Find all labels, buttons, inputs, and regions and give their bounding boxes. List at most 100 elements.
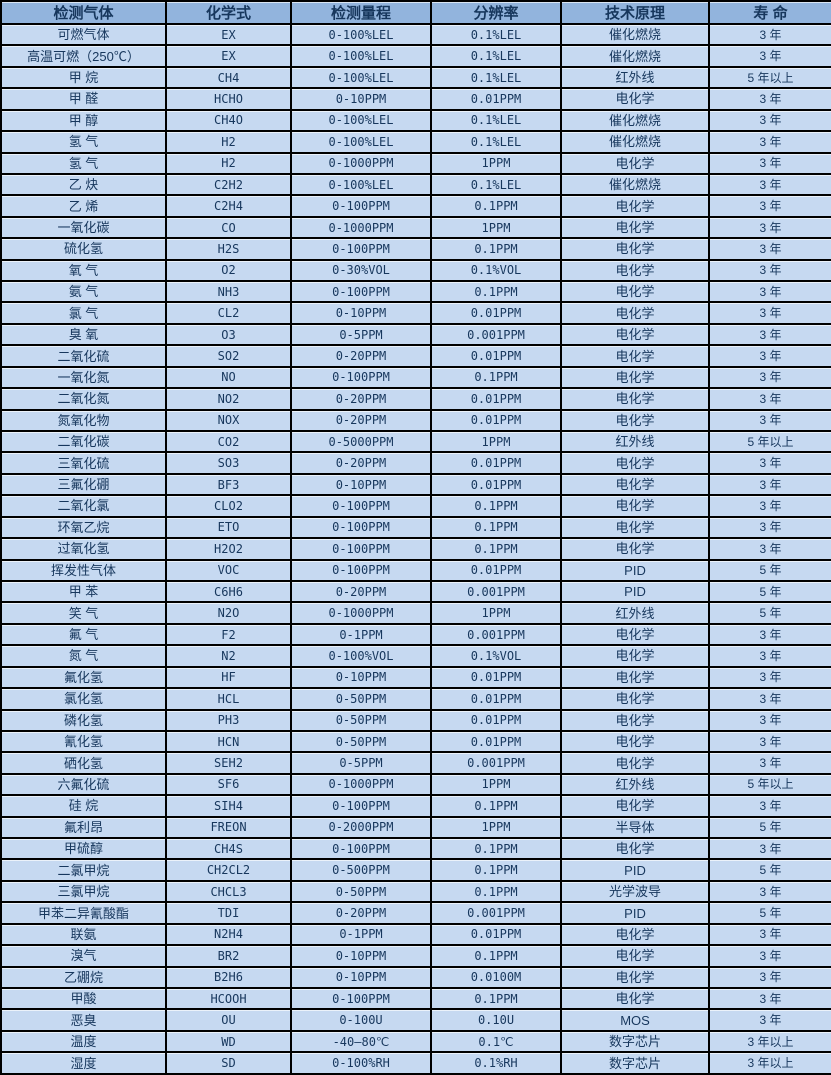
- table-body: 可燃气体 EX 0-100%LEL 0.1%LEL 催化燃烧 3 年高温可燃（250℃） E…: [0, 22, 831, 1075]
- table-row: 一氧化碳 CO 0-1000PPM 1PPM 电化学 3 年: [0, 215, 831, 240]
- detection-range: 0-20PPM: [290, 387, 432, 411]
- lifespan: 3 年: [708, 258, 831, 283]
- detection-range: 0-20PPM: [290, 579, 432, 604]
- resolution: 0.01PPM: [430, 687, 562, 711]
- detection-range: 0-100PPM: [290, 237, 432, 261]
- technology: 电化学: [560, 794, 710, 818]
- gas-name: 二氧化氮: [0, 387, 167, 411]
- resolution: 1PPM: [430, 429, 562, 454]
- resolution: 0.1PPM: [430, 837, 562, 861]
- resolution: 0.01PPM: [430, 451, 562, 475]
- technology: 电化学: [560, 837, 710, 861]
- gas-name: 乙硼烷: [0, 965, 167, 990]
- lifespan: 3 年: [708, 622, 831, 647]
- technology: 电化学: [560, 622, 710, 647]
- lifespan: 3 年: [708, 22, 831, 47]
- table-row: 甲 烷 CH4 0-100%LEL 0.1%LEL 红外线 5 年以上: [0, 65, 831, 90]
- gas-name: 二氧化碳: [0, 429, 167, 454]
- table-row: 三氧化硫 SO3 0-20PPM 0.01PPM 电化学 3 年: [0, 451, 831, 475]
- chemical-formula: HF: [165, 665, 292, 690]
- resolution: 0.001PPM: [430, 751, 562, 775]
- detection-range: 0-2000PPM: [290, 815, 432, 840]
- gas-name: 氢 气: [0, 130, 167, 154]
- technology: 电化学: [560, 151, 710, 175]
- chemical-formula: N2O: [165, 601, 292, 625]
- resolution: 0.1%LEL: [430, 65, 562, 90]
- chemical-formula: NOX: [165, 408, 292, 433]
- table-row: 氟 气 F2 0-1PPM 0.001PPM 电化学 3 年: [0, 622, 831, 647]
- chemical-formula: SD: [165, 1051, 292, 1075]
- gas-name: 高温可燃（250℃）: [0, 44, 167, 68]
- detection-range: 0-20PPM: [290, 408, 432, 433]
- detection-range: 0-100PPM: [290, 837, 432, 861]
- column-header-gas-name: 检测气体: [0, 0, 167, 25]
- lifespan: 3 年: [708, 472, 831, 497]
- technology: 催化燃烧: [560, 172, 710, 197]
- lifespan: 3 年: [708, 237, 831, 261]
- resolution: 1PPM: [430, 772, 562, 797]
- chemical-formula: HCHO: [165, 87, 292, 111]
- table-row: 二氧化碳 CO2 0-5000PPM 1PPM 红外线 5 年以上: [0, 429, 831, 454]
- technology: 数字芯片: [560, 1029, 710, 1054]
- chemical-formula: SO3: [165, 451, 292, 475]
- table-row: 湿度 SD 0-100%RH 0.1%RH 数字芯片 3 年以上: [0, 1051, 831, 1075]
- detection-range: 0-1PPM: [290, 622, 432, 647]
- technology: 数字芯片: [560, 1051, 710, 1075]
- table-row: 乙硼烷 B2H6 0-10PPM 0.0100M 电化学 3 年: [0, 965, 831, 990]
- table-row: 氟利昂 FREON 0-2000PPM 1PPM 半导体 5 年: [0, 815, 831, 840]
- technology: 电化学: [560, 494, 710, 518]
- lifespan: 3 年: [708, 87, 831, 111]
- chemical-formula: BF3: [165, 472, 292, 497]
- table-row: 甲 醛 HCHO 0-10PPM 0.01PPM 电化学 3 年: [0, 87, 831, 111]
- table-row: 乙 炔 C2H2 0-100%LEL 0.1%LEL 催化燃烧 3 年: [0, 172, 831, 197]
- technology: 电化学: [560, 215, 710, 240]
- chemical-formula: HCN: [165, 729, 292, 754]
- table-row: 恶臭 OU 0-100U 0.10U MOS 3 年: [0, 1008, 831, 1032]
- table-row: 氨 气 NH3 0-100PPM 0.1PPM 电化学 3 年: [0, 280, 831, 304]
- detection-range: 0-5000PPM: [290, 429, 432, 454]
- detection-range: 0-100%LEL: [290, 44, 432, 68]
- chemical-formula: ETO: [165, 515, 292, 540]
- chemical-formula: SO2: [165, 344, 292, 368]
- table-row: 二氧化氯 CLO2 0-100PPM 0.1PPM 电化学 3 年: [0, 494, 831, 518]
- column-header-detection-range: 检测量程: [290, 0, 432, 25]
- table-row: 二氧化氮 NO2 0-20PPM 0.01PPM 电化学 3 年: [0, 387, 831, 411]
- table-row: 环氧乙烷 ETO 0-100PPM 0.1PPM 电化学 3 年: [0, 515, 831, 540]
- lifespan: 3 年: [708, 729, 831, 754]
- table-row: 挥发性气体 VOC 0-100PPM 0.01PPM PID 5 年: [0, 558, 831, 582]
- resolution: 0.01PPM: [430, 558, 562, 582]
- detection-range: 0-100%RH: [290, 1051, 432, 1075]
- lifespan: 3 年: [708, 387, 831, 411]
- detection-range: 0-30%VOL: [290, 258, 432, 283]
- chemical-formula: HCL: [165, 687, 292, 711]
- lifespan: 3 年: [708, 280, 831, 304]
- resolution: 1PPM: [430, 151, 562, 175]
- gas-name: 二氧化硫: [0, 344, 167, 368]
- technology: 电化学: [560, 965, 710, 990]
- resolution: 1PPM: [430, 815, 562, 840]
- resolution: 0.1PPM: [430, 494, 562, 518]
- gas-name: 三氯甲烷: [0, 879, 167, 904]
- detection-range: 0-100PPM: [290, 494, 432, 518]
- chemical-formula: VOC: [165, 558, 292, 582]
- technology: 电化学: [560, 986, 710, 1011]
- detection-range: 0-1PPM: [290, 922, 432, 947]
- technology: 电化学: [560, 387, 710, 411]
- lifespan: 5 年以上: [708, 772, 831, 797]
- detection-range: 0-10PPM: [290, 965, 432, 990]
- table-row: 甲酸 HCOOH 0-100PPM 0.1PPM 电化学 3 年: [0, 986, 831, 1011]
- detection-range: 0-100%LEL: [290, 108, 432, 133]
- table-row: 二氧化硫 SO2 0-20PPM 0.01PPM 电化学 3 年: [0, 344, 831, 368]
- chemical-formula: NH3: [165, 280, 292, 304]
- resolution: 0.1PPM: [430, 879, 562, 904]
- gas-name: 六氟化硫: [0, 772, 167, 797]
- chemical-formula: EX: [165, 22, 292, 47]
- lifespan: 3 年: [708, 172, 831, 197]
- chemical-formula: CH4: [165, 65, 292, 90]
- lifespan: 3 年: [708, 44, 831, 68]
- gas-name: 可燃气体: [0, 22, 167, 47]
- gas-name: 硅 烷: [0, 794, 167, 818]
- lifespan: 3 年: [708, 408, 831, 433]
- resolution: 0.1PPM: [430, 237, 562, 261]
